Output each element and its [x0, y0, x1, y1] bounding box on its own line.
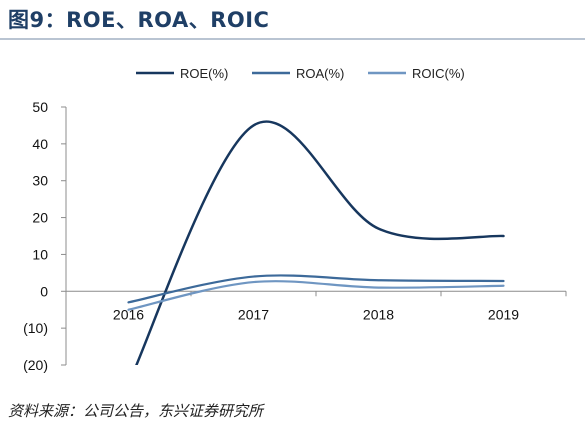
x-tick-label: 2017	[238, 306, 269, 322]
y-tick-label: (10)	[23, 320, 48, 336]
legend-label: ROE(%)	[180, 66, 228, 81]
y-tick-label: 40	[32, 136, 48, 152]
x-axis-labels: 2016 2017 2018 2019	[113, 291, 567, 322]
y-tick-label: (20)	[23, 357, 48, 373]
title-divider	[0, 38, 585, 40]
y-axis: 50 40 30 20 10 0 (10) (20)	[23, 99, 67, 373]
series-line-roa	[127, 274, 505, 304]
x-tick-label: 2018	[363, 306, 394, 322]
y-tick-label: 20	[32, 210, 48, 226]
y-tick-label: 10	[32, 246, 48, 262]
x-tick-label: 2016	[113, 306, 144, 322]
legend-label: ROA(%)	[296, 66, 344, 81]
y-tick-label: 30	[32, 173, 48, 189]
series-line-roic	[127, 280, 505, 311]
legend: ROE(%) ROA(%) ROIC(%)	[136, 66, 465, 81]
chart-title: 图9：ROE、ROA、ROIC	[8, 8, 270, 32]
legend-label: ROIC(%)	[412, 66, 465, 81]
source-note: 资料来源：公司公告，东兴证券研究所	[8, 402, 264, 420]
series-lines	[127, 120, 505, 365]
y-tick-label: 50	[32, 99, 48, 115]
line-chart: ROE(%) ROA(%) ROIC(%) 50403020100(10)(20) …	[23, 66, 567, 373]
y-tick-label: 0	[40, 283, 48, 299]
x-tick-label: 2019	[488, 306, 519, 322]
series-line-roe	[135, 120, 505, 365]
